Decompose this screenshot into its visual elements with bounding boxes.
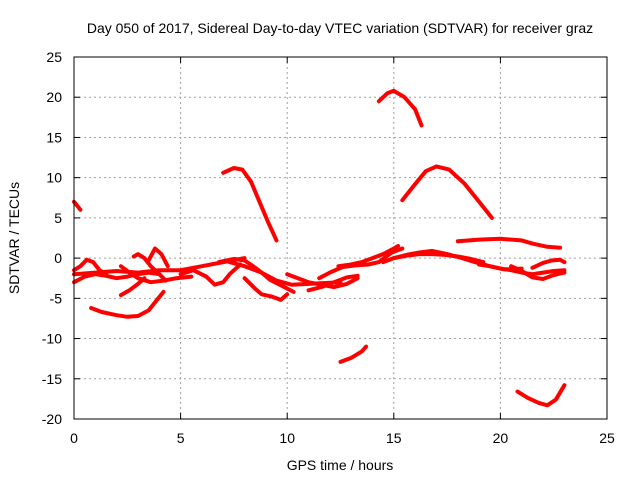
y-axis-label: SDTVAR / TECUs xyxy=(6,182,22,294)
series-arc-23 xyxy=(381,252,486,265)
series-arc-03 xyxy=(72,256,247,277)
series-arc-10 xyxy=(178,262,243,287)
y-tick-label: -5 xyxy=(50,290,63,306)
y-tick-label: 10 xyxy=(46,170,62,186)
x-axis-label: GPS time / hours xyxy=(287,457,394,473)
series-arc-28 xyxy=(515,383,567,408)
series-arc-07 xyxy=(118,264,194,285)
chart-title: Day 050 of 2017, Sidereal Day-to-day VTE… xyxy=(87,20,593,36)
x-tick-label: 10 xyxy=(279,430,295,446)
series-arc-21 xyxy=(400,164,494,220)
series-arc-09 xyxy=(146,246,170,269)
series-arc-13 xyxy=(242,276,290,302)
series-arc-15 xyxy=(285,272,360,290)
y-tick-label: 15 xyxy=(46,129,62,145)
series-layer xyxy=(72,88,567,408)
plot-frame xyxy=(73,56,608,420)
grid xyxy=(74,57,607,419)
series-arc-18 xyxy=(336,244,401,269)
series-arc-24 xyxy=(455,236,563,250)
series-arc-17 xyxy=(317,246,405,281)
series-arc-01 xyxy=(72,199,83,212)
series-arc-20 xyxy=(376,88,424,128)
x-tick-label: 25 xyxy=(599,430,615,446)
y-tick-label: 25 xyxy=(46,49,62,65)
series-arc-11 xyxy=(221,166,279,243)
y-tick-label: 0 xyxy=(54,250,62,266)
series-arc-05 xyxy=(89,289,166,319)
x-tick-label: 0 xyxy=(70,430,78,446)
series-arc-26 xyxy=(509,264,567,281)
x-tick-label: 20 xyxy=(493,430,509,446)
y-tick-label: -15 xyxy=(42,371,62,387)
x-tick-label: 5 xyxy=(177,430,185,446)
series-arc-04 xyxy=(72,270,162,285)
y-tick-label: -20 xyxy=(42,411,62,427)
series-arc-19 xyxy=(338,344,369,364)
x-tick-label: 15 xyxy=(386,430,402,446)
y-tick-label: 20 xyxy=(46,89,62,105)
y-tick-label: -10 xyxy=(42,331,62,347)
series-arc-27 xyxy=(530,257,567,270)
axis-ticks: 0 5 10 15 20 25 -20 -15 -10 -5 0 5 10 15 20 25 xyxy=(42,49,615,446)
y-tick-label: 5 xyxy=(54,210,62,226)
series-arc-16 xyxy=(306,273,360,293)
